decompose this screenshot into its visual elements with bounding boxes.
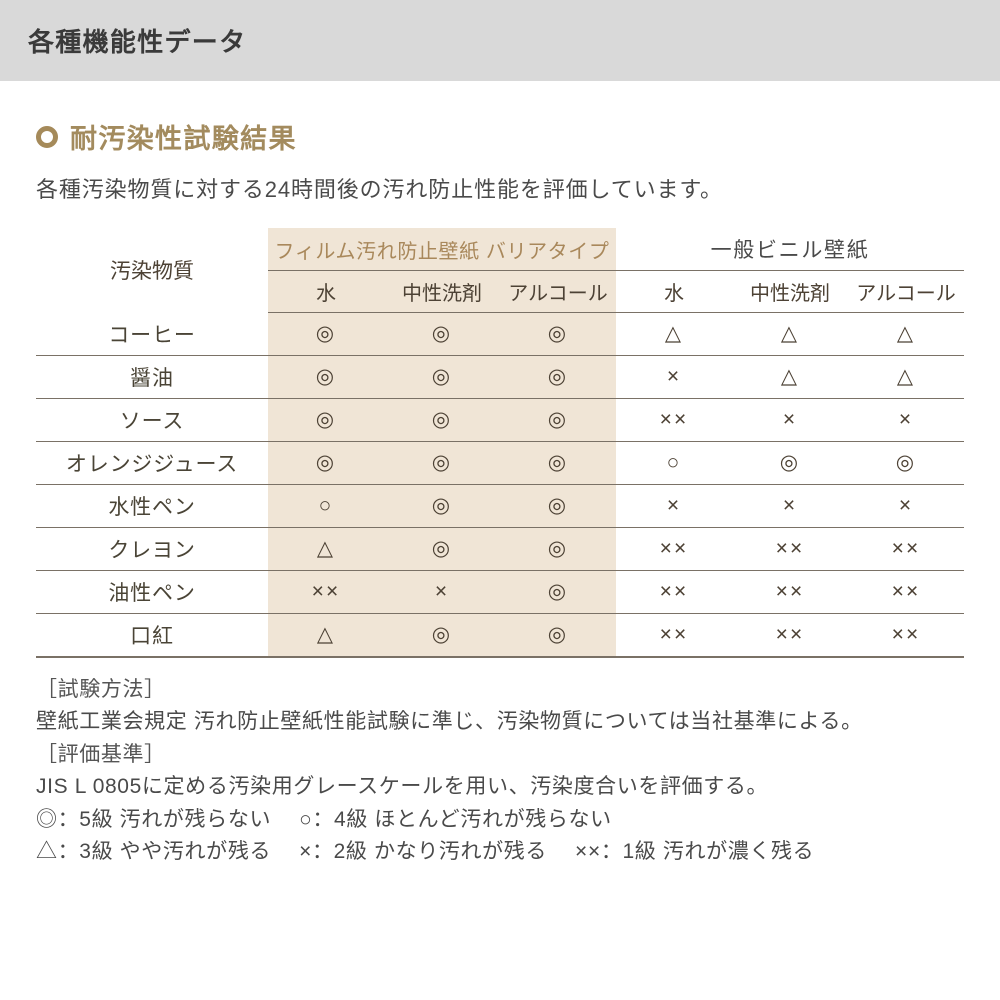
row-label: 口紅 bbox=[36, 613, 268, 657]
cell: ◎ bbox=[732, 441, 848, 484]
content-area: 耐汚染性試験結果 各種汚染物質に対する24時間後の汚れ防止性能を評価しています。… bbox=[0, 81, 1000, 869]
cell: ×× bbox=[848, 570, 964, 613]
row-label: オレンジジュース bbox=[36, 441, 268, 484]
stain-resistance-table: 汚染物質 フィルム汚れ防止壁紙 バリアタイプ 一般ビニル壁紙 水 中性洗剤 アル… bbox=[36, 228, 964, 658]
cell: ○ bbox=[268, 484, 384, 527]
cell: ×× bbox=[616, 527, 732, 570]
table-row: 醤油◎◎◎×△△ bbox=[36, 355, 964, 398]
subcol: 水 bbox=[616, 271, 732, 313]
cell: ◎ bbox=[500, 527, 616, 570]
subcol: 中性洗剤 bbox=[384, 271, 500, 313]
cell: ◎ bbox=[384, 613, 500, 657]
cell: × bbox=[848, 484, 964, 527]
cell: ◎ bbox=[268, 355, 384, 398]
cell: ◎ bbox=[268, 441, 384, 484]
cell: ×× bbox=[616, 398, 732, 441]
cell: ○ bbox=[616, 441, 732, 484]
cell: ×× bbox=[732, 527, 848, 570]
notes-block: ［試験方法］ 壁紙工業会規定 汚れ防止壁紙性能試験に準じ、汚染物質については当社… bbox=[36, 674, 964, 869]
legend-item: ○：4級 ほとんど汚れが残らない bbox=[299, 804, 612, 837]
legend-row-1: ◎：5級 汚れが残らない ○：4級 ほとんど汚れが残らない bbox=[36, 804, 964, 837]
row-label: クレヨン bbox=[36, 527, 268, 570]
cell: △ bbox=[268, 613, 384, 657]
method-text: 壁紙工業会規定 汚れ防止壁紙性能試験に準じ、汚染物質については当社基準による。 bbox=[36, 706, 964, 739]
subcol: 中性洗剤 bbox=[732, 271, 848, 313]
row-label: コーヒー bbox=[36, 313, 268, 356]
table-row: クレヨン△◎◎×××××× bbox=[36, 527, 964, 570]
cell: × bbox=[732, 484, 848, 527]
cell: △ bbox=[848, 313, 964, 356]
cell: ◎ bbox=[384, 398, 500, 441]
cell: ◎ bbox=[500, 484, 616, 527]
cell: ×× bbox=[268, 570, 384, 613]
table-row: コーヒー◎◎◎△△△ bbox=[36, 313, 964, 356]
cell: ◎ bbox=[384, 313, 500, 356]
section-heading: 耐汚染性試験結果 bbox=[36, 117, 964, 156]
row-label: 水性ペン bbox=[36, 484, 268, 527]
table-row: 口紅△◎◎×××××× bbox=[36, 613, 964, 657]
cell: ◎ bbox=[500, 355, 616, 398]
method-label: ［試験方法］ bbox=[36, 674, 964, 707]
group-header-general: 一般ビニル壁紙 bbox=[616, 228, 964, 271]
cell: ◎ bbox=[848, 441, 964, 484]
cell: ◎ bbox=[500, 570, 616, 613]
cell: × bbox=[732, 398, 848, 441]
cell: ◎ bbox=[500, 441, 616, 484]
cell: △ bbox=[732, 355, 848, 398]
cell: × bbox=[384, 570, 500, 613]
legend-item: ××：1級 汚れが濃く残る bbox=[575, 836, 814, 869]
cell: × bbox=[616, 355, 732, 398]
subcol: 水 bbox=[268, 271, 384, 313]
group-header-film: フィルム汚れ防止壁紙 バリアタイプ bbox=[268, 228, 616, 271]
table-body: コーヒー◎◎◎△△△醤油◎◎◎×△△ソース◎◎◎××××オレンジジュース◎◎◎○… bbox=[36, 313, 964, 657]
cell: ×× bbox=[848, 613, 964, 657]
page-title: 各種機能性データ bbox=[28, 27, 246, 57]
subcol: アルコール bbox=[500, 271, 616, 313]
row-label: 油性ペン bbox=[36, 570, 268, 613]
cell: ◎ bbox=[384, 355, 500, 398]
table-row: 油性ペン×××◎×××××× bbox=[36, 570, 964, 613]
cell: ×× bbox=[616, 613, 732, 657]
cell: ◎ bbox=[268, 398, 384, 441]
row-label: ソース bbox=[36, 398, 268, 441]
cell: ×× bbox=[616, 570, 732, 613]
cell: ◎ bbox=[384, 484, 500, 527]
table-row: オレンジジュース◎◎◎○◎◎ bbox=[36, 441, 964, 484]
cell: × bbox=[848, 398, 964, 441]
cell: ◎ bbox=[384, 527, 500, 570]
cell: ◎ bbox=[500, 313, 616, 356]
legend-row-2: △：3級 やや汚れが残る ×：2級 かなり汚れが残る ××：1級 汚れが濃く残る bbox=[36, 836, 964, 869]
cell: △ bbox=[848, 355, 964, 398]
cell: ◎ bbox=[500, 398, 616, 441]
legend-item: △：3級 やや汚れが残る bbox=[36, 836, 271, 869]
table-row: ソース◎◎◎×××× bbox=[36, 398, 964, 441]
bullet-icon bbox=[36, 126, 58, 148]
cell: △ bbox=[268, 527, 384, 570]
subcol: アルコール bbox=[848, 271, 964, 313]
cell: ×× bbox=[732, 613, 848, 657]
page-header: 各種機能性データ bbox=[0, 0, 1000, 81]
cell: △ bbox=[616, 313, 732, 356]
cell: △ bbox=[732, 313, 848, 356]
cell: ◎ bbox=[384, 441, 500, 484]
row-header-label: 汚染物質 bbox=[36, 228, 268, 313]
row-label: 醤油 bbox=[36, 355, 268, 398]
criteria-label: ［評価基準］ bbox=[36, 739, 964, 772]
cell: × bbox=[616, 484, 732, 527]
section-title: 耐汚染性試験結果 bbox=[70, 117, 297, 156]
cell: ×× bbox=[848, 527, 964, 570]
table-row: 水性ペン○◎◎××× bbox=[36, 484, 964, 527]
cell: ◎ bbox=[500, 613, 616, 657]
cell: ◎ bbox=[268, 313, 384, 356]
legend-item: ◎：5級 汚れが残らない bbox=[36, 804, 271, 837]
cell: ×× bbox=[732, 570, 848, 613]
section-lead: 各種汚染物質に対する24時間後の汚れ防止性能を評価しています。 bbox=[36, 172, 964, 204]
criteria-text: JIS L 0805に定める汚染用グレースケールを用い、汚染度合いを評価する。 bbox=[36, 771, 964, 804]
legend-item: ×：2級 かなり汚れが残る bbox=[299, 836, 547, 869]
